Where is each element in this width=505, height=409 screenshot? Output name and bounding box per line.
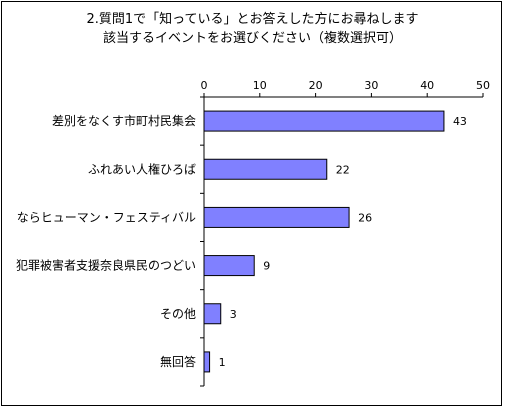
category-label: 無回答 [160,354,196,369]
x-tick-label: 10 [253,79,267,92]
category-label: ならヒューマン・フェスティバル [17,210,196,224]
bar [203,110,445,132]
value-label: 26 [358,211,372,224]
value-label: 1 [219,356,226,369]
bar [203,158,328,180]
value-label: 9 [263,260,270,273]
chart-title-line-1: 2.質問1で「知っている」とお答えした方にお尋ねします [86,12,419,27]
x-tick-label: 50 [476,79,490,92]
chart-title: 2.質問1で「知っている」とお答えした方にお尋ねします 該当するイベントをお選び… [0,10,505,48]
chart-title-line-2: 該当するイベントをお選びください（複数選択可） [102,31,402,46]
category-label: 差別をなくす市町村民集会 [52,113,196,128]
value-label: 43 [453,115,467,128]
value-label: 22 [336,163,350,176]
x-tick-label: 30 [364,79,378,92]
category-label: 犯罪被害者支援奈良県民のつどい [16,258,196,273]
bar [203,255,255,277]
x-tick-label: 20 [309,79,323,92]
bar [203,206,350,228]
category-label: ふれあい人権ひろば [88,161,196,176]
x-tick-label: 40 [420,79,434,92]
x-tick-label: 0 [201,79,208,92]
value-label: 3 [230,308,237,321]
bar [203,303,222,325]
bar [203,351,211,373]
category-label: その他 [160,307,196,321]
